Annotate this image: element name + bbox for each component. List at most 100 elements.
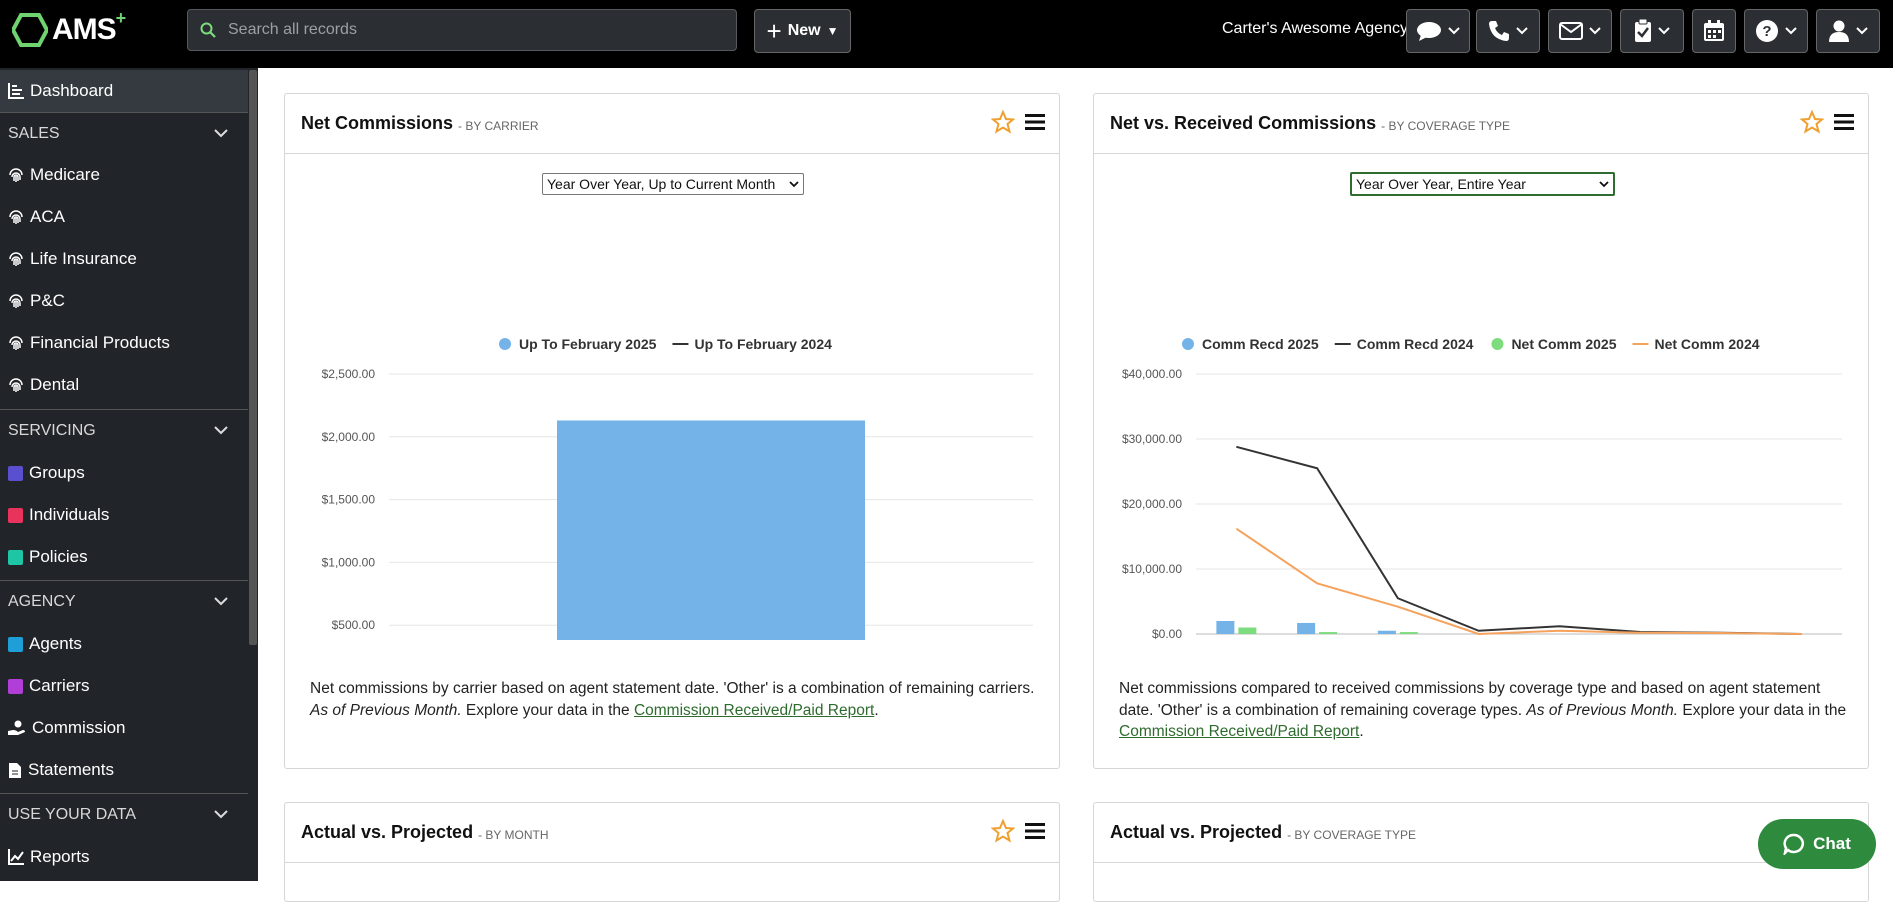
legend-marker: [1182, 338, 1194, 350]
mail-menu-button[interactable]: [1548, 9, 1612, 53]
sidebar-item-policies[interactable]: Policies: [0, 536, 248, 578]
card-title: Net vs. Received Commissions: [1110, 113, 1377, 133]
y-tick-label: $2,000.00: [322, 430, 376, 444]
search-box[interactable]: [187, 9, 737, 51]
chat-menu-button[interactable]: [1406, 9, 1470, 53]
y-tick-label: $0.00: [1152, 627, 1182, 640]
bar: [1297, 622, 1316, 634]
section-sales[interactable]: SALES: [0, 112, 248, 154]
agency-name[interactable]: Carter's Awesome Agency: [1222, 20, 1408, 37]
bar: [557, 420, 865, 640]
fingerprint-icon: [9, 378, 23, 392]
card-header: Net vs. Received Commissions - BY COVERA…: [1094, 94, 1868, 154]
hamburger-menu-icon[interactable]: [1834, 113, 1854, 131]
plus-icon: +: [766, 16, 782, 46]
sidebar-item-pc[interactable]: P&C: [0, 280, 248, 322]
star-icon[interactable]: [1800, 110, 1824, 134]
chevron-down-icon: [214, 597, 228, 606]
sidebar-item-dashboard[interactable]: Dashboard: [0, 70, 248, 112]
chevron-down-icon: [1599, 180, 1609, 187]
section-label: SERVICING: [8, 421, 96, 439]
sidebar: Dashboard SALES Medicare ACA Life Insura…: [0, 68, 258, 881]
bar: [1319, 632, 1338, 634]
chat-icon: [1783, 833, 1805, 855]
commission-report-link[interactable]: Commission Received/Paid Report: [1119, 723, 1360, 740]
star-icon[interactable]: [991, 110, 1015, 134]
sidebar-item-groups[interactable]: Groups: [0, 452, 248, 494]
sidebar-item-medicare[interactable]: Medicare: [0, 154, 248, 196]
legend-label: Net Comm 2024: [1654, 336, 1759, 352]
series-line: [1235, 527, 1802, 636]
sidebar-scrollbar[interactable]: [249, 70, 257, 645]
y-tick-label: $2,500.00: [322, 367, 376, 381]
sidebar-item-label: Individuals: [29, 505, 110, 524]
card-title: Actual vs. Projected: [301, 822, 474, 842]
sidebar-item-agents[interactable]: Agents: [0, 623, 248, 665]
card-header: Actual vs. Projected - BY MONTH: [285, 803, 1059, 863]
chat-button[interactable]: Chat: [1758, 819, 1876, 869]
sidebar-item-carriers[interactable]: Carriers: [0, 665, 248, 707]
period-select[interactable]: Year Over Year, Entire Year: [1350, 172, 1615, 196]
sidebar-item-label: Dental: [30, 375, 80, 394]
y-tick-label: $500.00: [332, 618, 376, 632]
help-menu-button[interactable]: ?: [1744, 9, 1808, 53]
fingerprint-icon: [9, 294, 23, 308]
section-agency[interactable]: AGENCY: [0, 580, 248, 622]
new-button[interactable]: + New ▼: [754, 9, 851, 53]
y-tick-label: $1,000.00: [322, 555, 376, 569]
document-icon: [9, 762, 21, 778]
star-icon[interactable]: [991, 819, 1015, 843]
top-bar: AMS + + New ▼ Carter's Awesome Agency ?: [0, 0, 1893, 68]
chevron-down-icon: [1589, 27, 1601, 35]
actual-vs-projected-month-card: Actual vs. Projected - BY MONTH: [284, 802, 1060, 902]
y-tick-label: $40,000.00: [1122, 367, 1182, 381]
legend-label: Up To February 2025: [519, 336, 657, 352]
mail-icon: [1559, 22, 1583, 40]
sidebar-item-commission[interactable]: Commission: [0, 707, 248, 749]
desc-text: Net commissions by carrier based on agen…: [310, 680, 1035, 697]
card-subtitle: - BY COVERAGE TYPE: [1287, 827, 1417, 842]
chevron-down-icon: [1448, 27, 1460, 35]
commission-report-link[interactable]: Commission Received/Paid Report: [633, 701, 875, 719]
card-header: Net Commissions - BY CARRIER: [285, 94, 1059, 154]
chart-icon: [8, 83, 24, 99]
clipboard-menu-button[interactable]: [1620, 9, 1684, 53]
section-label: SALES: [8, 124, 60, 142]
sidebar-item-aca[interactable]: ACA: [0, 196, 248, 238]
desc-text: Net commissions compared to received com…: [1119, 680, 1821, 719]
section-servicing[interactable]: SERVICING: [0, 409, 248, 451]
section-use-your-data[interactable]: USE YOUR DATA: [0, 793, 248, 835]
chevron-down-icon: [789, 180, 799, 187]
sidebar-item-individuals[interactable]: Individuals: [0, 494, 248, 536]
search-input[interactable]: [228, 21, 708, 39]
sidebar-item-dental[interactable]: Dental: [0, 364, 248, 406]
hamburger-menu-icon[interactable]: [1025, 822, 1045, 840]
chevron-down-icon: [1785, 27, 1797, 35]
series-line: [1236, 445, 1802, 635]
user-menu-button[interactable]: [1816, 9, 1880, 53]
help-icon: ?: [1756, 20, 1778, 42]
chevron-down-icon: [214, 810, 228, 819]
phone-menu-button[interactable]: [1476, 9, 1540, 53]
sidebar-item-reports[interactable]: Reports: [0, 836, 248, 878]
desc-text: .: [1359, 723, 1364, 740]
chat-bubble-icon: [1417, 22, 1441, 41]
sidebar-item-life-insurance[interactable]: Life Insurance: [0, 238, 248, 280]
calendar-icon: [1704, 20, 1724, 41]
sidebar-item-statements[interactable]: Statements: [0, 749, 248, 791]
hamburger-menu-icon[interactable]: [1025, 113, 1045, 131]
bar: [1216, 621, 1235, 634]
sidebar-item-financial-products[interactable]: Financial Products: [0, 322, 248, 364]
net-vs-received-chart: $40,000.00 $30,000.00 $20,000.00 $10,000.00…: [1122, 336, 1842, 640]
section-label: AGENCY: [8, 592, 76, 610]
sidebar-item-label: Reports: [30, 847, 90, 866]
ams-logo[interactable]: AMS +: [12, 8, 126, 48]
carriers-color-icon: [8, 678, 23, 694]
calendar-button[interactable]: [1692, 9, 1736, 53]
period-select[interactable]: Year Over Year, Up to Current Month: [542, 173, 804, 195]
fingerprint-icon: [9, 336, 23, 350]
period-select-value: Year Over Year, Up to Current Month: [547, 176, 776, 192]
card-header: Actual vs. Projected - BY COVERAGE TYPE: [1094, 803, 1868, 863]
bar: [1399, 632, 1418, 634]
sidebar-item-label: Policies: [29, 547, 88, 566]
